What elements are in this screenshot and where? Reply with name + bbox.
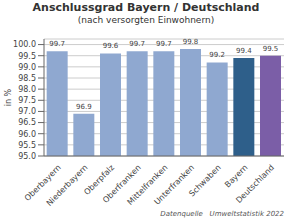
svg-text:98.5: 98.5: [18, 74, 36, 83]
svg-text:in %: in %: [8, 88, 13, 106]
svg-text:99.4: 99.4: [236, 47, 252, 55]
svg-text:Unterfranken: Unterfranken: [152, 163, 196, 207]
svg-text:Schwaben: Schwaben: [187, 163, 222, 198]
svg-text:Niederbayern: Niederbayern: [45, 163, 90, 208]
svg-text:100.0: 100.0: [13, 40, 36, 49]
svg-text:Oberbayern: Oberbayern: [22, 163, 63, 203]
svg-text:96.5: 96.5: [18, 118, 36, 127]
svg-text:98.0: 98.0: [18, 85, 36, 94]
svg-text:Oberfranken: Oberfranken: [101, 163, 143, 205]
html-text:Anschlussgrad Bayern / Deutsch: Anschlussgrad Bayern / Deutschland: [32, 1, 260, 14]
svg-text:Deutschland: Deutschland: [234, 163, 276, 205]
svg-text:99.5: 99.5: [263, 45, 279, 53]
svg-text:99.7: 99.7: [49, 40, 65, 48]
svg-text:99.8: 99.8: [183, 38, 199, 46]
html-text:(nach versorgten Einwohnern): (nach versorgten Einwohnern): [77, 15, 215, 25]
svg-text:97.5: 97.5: [18, 96, 36, 105]
html-text:Datenquelle Umweltstatistik 20: Datenquelle Umweltstatistik 2022: [160, 210, 284, 218]
svg-text:99.7: 99.7: [129, 40, 145, 48]
svg-text:Oberpfalz: Oberpfalz: [82, 163, 117, 197]
svg-text:95.5: 95.5: [18, 141, 36, 150]
svg-text:99.5: 99.5: [18, 52, 36, 61]
svg-text:96.0: 96.0: [18, 130, 36, 139]
svg-text:97.0: 97.0: [18, 107, 36, 116]
svg-text:Bayern: Bayern: [223, 163, 249, 189]
svg-text:99.2: 99.2: [209, 51, 225, 59]
svg-text:Mittelfranken: Mittelfranken: [125, 163, 170, 207]
svg-text:96.9: 96.9: [76, 103, 92, 111]
svg-text:99.0: 99.0: [18, 63, 36, 72]
svg-text:95.0: 95.0: [18, 152, 36, 161]
svg-text:99.7: 99.7: [156, 40, 172, 48]
svg-text:99.6: 99.6: [103, 42, 119, 50]
